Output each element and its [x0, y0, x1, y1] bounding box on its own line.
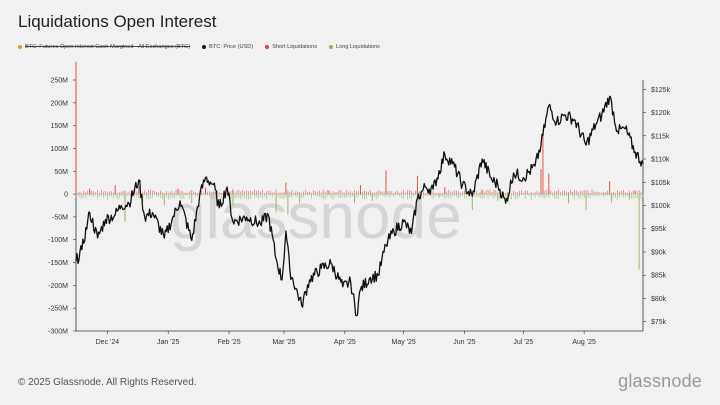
right-tick-label: $95k	[651, 226, 667, 233]
x-tick-label: Mar '25	[272, 339, 295, 346]
legend-label: Long Liquidations	[336, 44, 380, 50]
right-tick-label: $105k	[651, 180, 671, 187]
left-tick-label: 50M	[54, 169, 68, 176]
legend-item-long-liquidations[interactable]: Long Liquidations	[329, 44, 380, 50]
legend-item-open-interest[interactable]: BTC: Futures Open Interest Cash-Margined…	[18, 44, 190, 50]
right-tick-label: $80k	[651, 296, 667, 303]
x-tick-label: Aug '25	[572, 339, 596, 346]
watermark-text: glassnode	[170, 180, 462, 252]
chart-legend: BTC: Futures Open Interest Cash-Margined…	[18, 44, 380, 50]
left-tick-label: 200M	[50, 100, 68, 107]
legend-label: BTC: Price (USD)	[209, 44, 254, 50]
copyright-footer: © 2025 Glassnode. All Rights Reserved.	[18, 377, 197, 388]
right-tick-label: $100k	[651, 203, 671, 210]
legend-label: BTC: Futures Open Interest Cash-Margined…	[25, 44, 191, 50]
legend-marker	[265, 45, 270, 49]
x-tick-label: Dec '24	[96, 339, 120, 346]
legend-marker	[202, 45, 207, 49]
legend-marker	[18, 45, 22, 49]
left-tick-label: -100M	[48, 237, 68, 244]
chart-title: Liquidations Open Interest	[18, 12, 217, 31]
right-tick-label: $85k	[651, 273, 667, 280]
left-tick-label: 100M	[50, 146, 68, 153]
right-tick-label: $75k	[651, 319, 667, 326]
btc-price-line	[75, 95, 644, 317]
right-tick-label: $115k	[651, 133, 670, 140]
right-tick-label: $110k	[651, 157, 670, 164]
left-tick-label: -50M	[52, 214, 68, 221]
btc-price-series	[75, 95, 644, 317]
right-tick-label: $90k	[651, 249, 667, 256]
legend-item-short-liquidations[interactable]: Short Liquidations	[265, 44, 317, 50]
left-tick-label: 250M	[50, 78, 68, 85]
x-tick-label: May '25	[391, 339, 415, 346]
left-tick-label: -150M	[48, 260, 68, 267]
left-tick-label: -300M	[48, 329, 68, 336]
x-tick-label: Jun '25	[453, 339, 475, 346]
x-tick-label: Feb '25	[217, 339, 240, 346]
left-tick-label: -250M	[48, 306, 68, 313]
legend-item-btc-price[interactable]: BTC: Price (USD)	[202, 44, 253, 50]
x-tick-label: Apr '25	[334, 339, 356, 346]
legend-marker	[329, 45, 333, 49]
left-tick-label: 150M	[50, 123, 68, 130]
x-tick-label: Jan '25	[157, 339, 179, 346]
x-axis: Dec '24 Jan '25 Feb '25 Mar '25 Apr '25 May '…	[96, 331, 596, 346]
right-axis: $125k $120k $115k $110k $105k $100k $95k $90k $8…	[643, 87, 671, 326]
right-tick-label: $125k	[651, 87, 671, 94]
left-axis: 250M 200M 150M 100M 50M 0 -50M -100M -150M -200M -…	[48, 78, 76, 336]
x-tick-label: Jul '25	[513, 339, 533, 346]
short-liquidation-bars	[75, 61, 644, 195]
glassnode-logo: glassnode	[618, 371, 702, 391]
left-tick-label: 0	[64, 192, 68, 199]
left-tick-label: -200M	[48, 283, 68, 290]
right-tick-label: $120k	[651, 110, 671, 117]
long-liquidation-bars	[75, 194, 644, 270]
legend-label: Short Liquidations	[272, 44, 317, 50]
